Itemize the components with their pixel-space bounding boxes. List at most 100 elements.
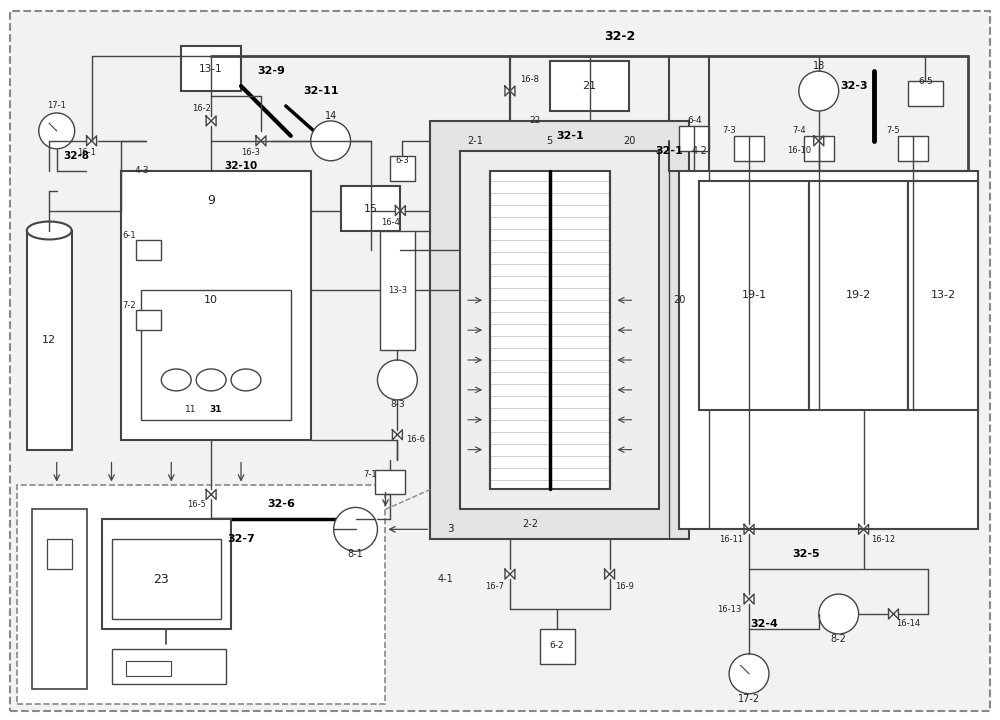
Text: 8-3: 8-3	[390, 400, 405, 410]
Text: 32-1: 32-1	[655, 146, 683, 156]
Text: 32-2: 32-2	[604, 30, 635, 42]
Text: 16-6: 16-6	[406, 435, 425, 444]
Text: 32-10: 32-10	[224, 161, 258, 171]
Text: 6-3: 6-3	[396, 156, 409, 166]
Bar	[112, 649, 226, 684]
Bar	[47, 539, 72, 570]
Circle shape	[334, 508, 377, 552]
Bar	[430, 121, 689, 539]
Text: 4-1: 4-1	[437, 574, 453, 584]
Text: 19-1: 19-1	[741, 290, 767, 300]
Bar	[126, 661, 171, 676]
Bar	[679, 171, 978, 529]
FancyBboxPatch shape	[10, 12, 990, 711]
Circle shape	[729, 654, 769, 693]
Text: 4-3: 4-3	[134, 166, 149, 175]
Text: 32-5: 32-5	[792, 549, 820, 559]
Text: 15: 15	[364, 204, 378, 214]
Text: 17-1: 17-1	[47, 102, 66, 110]
Text: 16-4: 16-4	[381, 218, 400, 227]
Text: 16-1: 16-1	[77, 148, 96, 157]
Text: 16-11: 16-11	[719, 535, 743, 544]
Text: 16-2: 16-2	[192, 104, 211, 114]
Bar	[908, 81, 943, 106]
Ellipse shape	[196, 369, 226, 391]
Text: 32-9: 32-9	[257, 66, 285, 76]
Bar	[679, 126, 709, 150]
FancyBboxPatch shape	[17, 485, 385, 703]
Bar	[136, 310, 161, 330]
Text: 16-8: 16-8	[520, 75, 539, 84]
Text: 2-1: 2-1	[467, 136, 483, 146]
Text: 16-5: 16-5	[187, 500, 206, 509]
Bar	[390, 156, 415, 181]
Bar	[375, 469, 405, 495]
Bar	[136, 240, 161, 261]
Text: 32-7: 32-7	[227, 534, 255, 544]
Text: 12: 12	[42, 335, 56, 345]
Text: 7-3: 7-3	[722, 127, 736, 135]
Text: 18: 18	[813, 61, 825, 71]
Text: 2-2: 2-2	[522, 519, 538, 529]
Circle shape	[311, 121, 351, 161]
Text: 16-3: 16-3	[241, 148, 260, 157]
Text: 19-2: 19-2	[846, 290, 871, 300]
Ellipse shape	[231, 369, 261, 391]
Text: 3: 3	[447, 524, 454, 534]
Text: 10: 10	[204, 295, 218, 305]
Circle shape	[799, 71, 839, 111]
Bar	[460, 150, 659, 510]
Bar	[27, 230, 72, 450]
Bar	[699, 181, 809, 410]
Text: 9: 9	[207, 194, 215, 207]
Circle shape	[377, 360, 417, 400]
Text: 32-6: 32-6	[267, 500, 295, 510]
Bar	[898, 136, 928, 161]
Text: 11: 11	[185, 405, 197, 414]
Text: 6-2: 6-2	[549, 642, 564, 650]
Bar	[550, 61, 629, 111]
Text: 16-7: 16-7	[486, 582, 505, 590]
Text: 32-8: 32-8	[64, 150, 90, 161]
Bar	[112, 539, 221, 619]
Bar	[908, 181, 978, 410]
Text: 16-14: 16-14	[896, 619, 920, 629]
Text: 7-2: 7-2	[123, 301, 136, 310]
Bar	[540, 629, 575, 664]
Ellipse shape	[161, 369, 191, 391]
Text: 8-1: 8-1	[348, 549, 363, 559]
Bar	[734, 136, 764, 161]
Bar	[380, 230, 415, 350]
Bar	[32, 510, 87, 689]
Text: 32-11: 32-11	[303, 86, 338, 96]
Bar	[341, 186, 400, 230]
Text: 32-4: 32-4	[750, 619, 778, 629]
Text: 6-4: 6-4	[687, 117, 702, 125]
Text: 14: 14	[325, 111, 337, 121]
Text: 7-4: 7-4	[792, 127, 806, 135]
Text: 7-5: 7-5	[887, 127, 900, 135]
Text: 16-13: 16-13	[717, 605, 741, 613]
Text: 4-2: 4-2	[691, 146, 707, 156]
Text: 13-1: 13-1	[199, 64, 223, 74]
Text: 23: 23	[153, 572, 169, 585]
Bar	[121, 171, 311, 440]
Text: 20: 20	[673, 295, 685, 305]
Bar	[141, 290, 291, 420]
Bar	[809, 181, 908, 410]
Bar	[804, 136, 834, 161]
Text: 13-2: 13-2	[931, 290, 956, 300]
Text: 21: 21	[583, 81, 597, 91]
Text: 5: 5	[547, 136, 553, 146]
Text: 22: 22	[529, 117, 540, 125]
Text: 32-3: 32-3	[840, 81, 867, 91]
Bar	[490, 171, 610, 490]
Circle shape	[39, 113, 75, 149]
Bar	[102, 519, 231, 629]
Text: 20: 20	[623, 136, 636, 146]
Bar	[181, 46, 241, 91]
Text: 7-1: 7-1	[364, 470, 377, 479]
Text: 16-9: 16-9	[615, 582, 634, 590]
Text: 16-12: 16-12	[871, 535, 896, 544]
Text: 13-3: 13-3	[388, 286, 407, 294]
